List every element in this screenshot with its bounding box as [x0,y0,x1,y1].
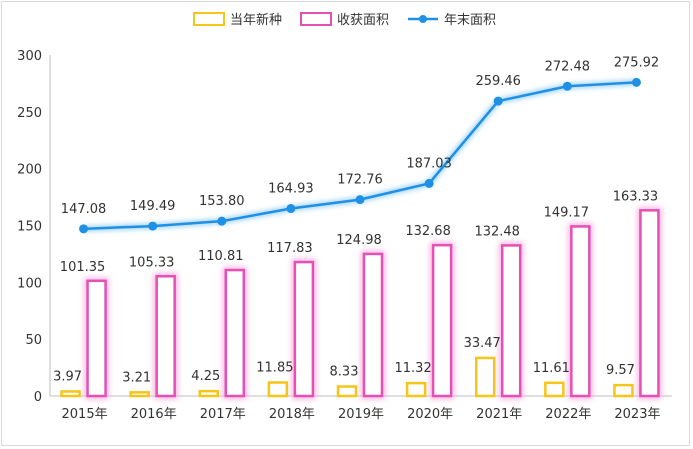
legend-label-new: 当年新种 [230,12,282,28]
bar-new-planting [474,356,496,398]
data-label-year-end: 164.93 [268,182,314,197]
y-axis: 0 50 100 150 200 250 300 [17,49,51,405]
data-label-harvest: 105.33 [129,255,175,270]
y-tick-label: 200 [17,163,42,178]
line-point [217,216,227,226]
data-label-harvest: 117.83 [267,241,313,256]
data-labels: 147.08 101.35 3.97 149.49 105.33 3.21 153.80 11… [53,55,659,385]
line-point [355,195,365,205]
data-label-new: 11.85 [256,361,293,376]
bar-new-planting [267,381,289,398]
data-label-new: 3.21 [122,370,151,385]
data-label-year-end: 187.03 [406,156,452,171]
bar-harvest-area [293,260,315,398]
data-label-new: 11.32 [395,361,432,376]
legend-label-harvest: 收获面积 [337,13,389,28]
data-label-new: 4.25 [191,369,220,384]
data-label-harvest: 101.35 [60,260,106,275]
bar-new-planting [405,381,427,398]
bar-harvest-area [500,244,522,398]
bar-harvest-area [224,268,246,398]
line-point [493,96,503,106]
data-label-year-end: 275.92 [614,55,660,70]
y-tick-label: 0 [34,390,42,405]
bar-harvest-area [639,209,660,398]
data-label-year-end: 272.48 [545,59,591,74]
line-point [631,77,641,87]
data-label-harvest: 163.33 [613,189,659,204]
line-point [562,81,572,91]
data-label-new: 3.97 [53,369,82,384]
data-label-new: 11.61 [533,361,570,376]
x-tick-label: 2023年 [614,407,660,422]
bar-new-planting [198,389,220,398]
line-point [79,224,89,234]
bar-new-planting [60,390,81,398]
legend: 当年新种 收获面积 年末面积 [193,12,496,28]
bar-harvest-area [155,275,176,398]
legend-swatch-harvest [300,12,332,26]
bar-new-planting [544,381,565,398]
data-label-year-end: 147.08 [61,202,107,217]
bar-harvest-area [570,225,591,398]
x-tick-label: 2021年 [476,407,522,422]
legend-swatch-marker [419,15,427,23]
data-label-year-end: 172.76 [337,173,383,188]
x-tick-label: 2019年 [338,407,384,422]
line-point [148,221,158,231]
legend-label-year-end: 年末面积 [444,13,496,28]
bar-new-planting [129,391,150,398]
x-tick-label: 2018年 [269,407,315,422]
data-label-year-end: 153.80 [199,194,245,209]
data-label-new: 9.57 [606,363,635,378]
y-tick-label: 100 [17,276,42,291]
data-label-harvest: 110.81 [198,249,244,264]
y-tick-label: 50 [25,333,42,348]
bar-harvest-area [431,243,453,398]
bar-harvest-area [362,252,384,398]
line-point [286,204,296,214]
bar-new-planting [613,383,634,398]
x-tick-label: 2017年 [200,407,246,422]
data-label-year-end: 149.49 [130,199,176,214]
bar-harvest-area [86,279,107,398]
data-label-harvest: 132.48 [474,224,520,239]
data-label-harvest: 124.98 [336,233,382,248]
data-label-new: 33.47 [464,336,501,351]
data-label-harvest: 132.68 [405,224,451,239]
y-tick-label: 250 [17,106,42,121]
x-tick-label: 2015年 [62,407,108,422]
data-label-harvest: 149.17 [544,205,590,220]
x-tick-label: 2022年 [545,407,591,422]
y-tick-label: 300 [17,49,42,64]
line-point [424,178,434,188]
bars [60,207,662,399]
x-tick-label: 2016年 [131,407,177,422]
legend-swatch-new [193,12,225,26]
x-axis: 2015年 2016年 2017年 2018年 2019年 2020年 2021年 2022年… [50,395,672,422]
data-label-new: 8.33 [330,365,359,380]
bar-new-planting [336,385,358,398]
line-series [79,77,641,234]
y-tick-label: 150 [17,220,42,235]
data-label-year-end: 259.46 [475,74,521,89]
x-tick-label: 2020年 [407,407,453,422]
